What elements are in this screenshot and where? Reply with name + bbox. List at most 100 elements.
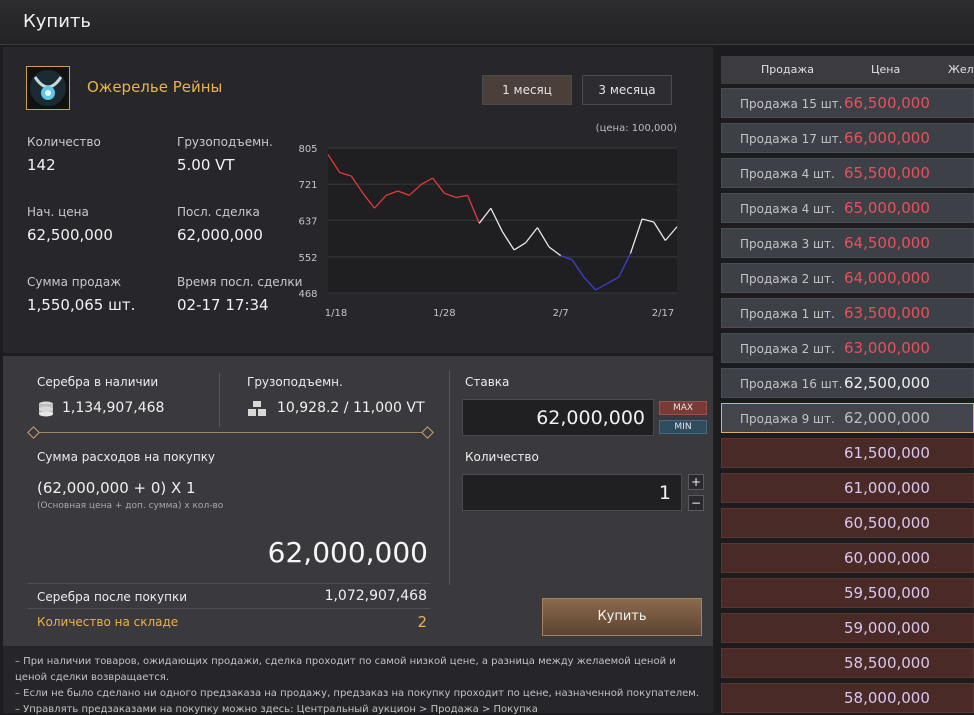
order-row[interactable]: 60,000,000 <box>721 543 974 573</box>
tab-1-month[interactable]: 1 месяц <box>482 75 572 105</box>
price-line-segment <box>397 190 410 196</box>
price-line-segment <box>362 192 376 209</box>
price-line-segment <box>455 194 468 199</box>
cost-formula: (62,000,000 + 0) X 1 <box>37 479 196 497</box>
order-price: 63,500,000 <box>844 304 930 322</box>
order-row[interactable]: 58,000,000 <box>721 683 974 713</box>
price-line-segment <box>629 218 643 254</box>
price-line-segment <box>478 207 492 224</box>
order-row[interactable]: 58,500,000 <box>721 648 974 678</box>
price-line-segment <box>525 227 538 244</box>
order-row[interactable]: Продажа 4 шт. 65,500,000 <box>721 158 974 188</box>
column-wish-header: Жела <box>948 63 974 76</box>
cost-total: 62,000,000 <box>267 536 428 569</box>
order-row[interactable]: 59,500,000 <box>721 578 974 608</box>
order-row[interactable]: Продажа 3 шт. 64,500,000 <box>721 228 974 258</box>
order-quantity-label: Продажа 15 шт. <box>740 97 843 111</box>
last-deal-value: 62,000,000 <box>177 226 263 244</box>
price-line-segment <box>444 192 457 199</box>
price-line-segment <box>420 177 434 186</box>
order-price: 63,000,000 <box>844 339 930 357</box>
title-bar <box>0 0 974 45</box>
item-name: Ожерелье Рейны <box>87 78 223 96</box>
notes-area <box>3 646 713 713</box>
price-chart: 805 721 637 552 468 1/18 1/28 2/7 2/17 <box>298 144 678 319</box>
order-row[interactable]: Продажа 15 шт. 66,500,000 <box>721 88 974 118</box>
note-line: – Управлять предзаказами на покупку можн… <box>15 704 538 715</box>
last-deal-time-value: 02-17 17:34 <box>177 296 269 314</box>
weight-label: Грузоподъемн. <box>177 135 273 149</box>
tab-3-months[interactable]: 3 месяца <box>582 75 672 105</box>
order-row[interactable]: Продажа 2 шт. 64,000,000 <box>721 263 974 293</box>
column-price-header: Цена <box>871 63 901 76</box>
order-row[interactable]: Продажа 4 шт. 65,000,000 <box>721 193 974 223</box>
min-button[interactable]: MIN <box>659 420 707 434</box>
order-row[interactable]: 59,000,000 <box>721 613 974 643</box>
warehouse-label: Количество на складе <box>37 615 179 629</box>
buy-button[interactable]: Купить <box>542 598 702 636</box>
order-row[interactable]: Продажа 1 шт. 63,500,000 <box>721 298 974 328</box>
silver-after-label: Серебра после покупки <box>37 590 188 604</box>
order-row[interactable]: 61,000,000 <box>721 473 974 503</box>
order-quantity-label: Продажа 3 шт. <box>740 237 835 251</box>
cost-formula-hint: (Основная цена + доп. сумма) x кол-во <box>37 501 224 511</box>
order-quantity-label: Продажа 1 шт. <box>740 307 835 321</box>
order-price: 65,500,000 <box>844 164 930 182</box>
price-line-segment <box>385 190 399 196</box>
order-row[interactable]: 61,500,000 <box>721 438 974 468</box>
order-quantity-label: Продажа 4 шт. <box>740 167 835 181</box>
start-price-value: 62,500,000 <box>27 226 113 244</box>
order-quantity-label: Продажа 2 шт. <box>740 342 835 356</box>
price-line-segment <box>595 282 608 291</box>
price-line-segment <box>583 276 597 291</box>
quantity-value: 142 <box>27 156 56 174</box>
bid-label: Ставка <box>465 375 510 389</box>
order-price: 58,000,000 <box>844 689 930 707</box>
order-price: 64,000,000 <box>844 269 930 287</box>
order-row[interactable]: Продажа 9 шт. 62,000,000 <box>721 403 974 433</box>
quantity-input[interactable]: 1 <box>462 474 682 511</box>
order-quantity-label: Продажа 9 шт. <box>740 412 835 426</box>
order-price: 59,000,000 <box>844 619 930 637</box>
price-line-segment <box>327 154 341 173</box>
weight-crates-icon <box>247 400 267 422</box>
price-line-segment <box>641 218 654 223</box>
price-line-segment <box>432 177 445 194</box>
max-button[interactable]: MAX <box>659 401 707 415</box>
necklace-icon[interactable] <box>26 66 70 110</box>
order-quantity-label: Продажа 16 шт. <box>740 377 843 391</box>
silver-value: 1,134,907,468 <box>62 400 165 416</box>
order-row[interactable]: Продажа 17 шт. 66,000,000 <box>721 123 974 153</box>
y-tick-label: 805 <box>298 144 317 155</box>
price-line-segment <box>350 175 364 194</box>
note-line: ценой сделки возвращается. <box>15 672 169 683</box>
order-row[interactable]: 60,500,000 <box>721 508 974 538</box>
order-row[interactable]: Продажа 2 шт. 63,000,000 <box>721 333 974 363</box>
carry-weight-value: 10,928.2 / 11,000 VT <box>277 400 425 416</box>
warehouse-value: 2 <box>417 613 427 631</box>
price-line-segment <box>374 194 387 209</box>
quantity-label: Количество <box>27 135 101 149</box>
price-line-segment <box>490 207 504 233</box>
order-price: 58,500,000 <box>844 654 930 672</box>
price-line-segment <box>653 221 666 241</box>
price-line-segment <box>339 171 352 177</box>
silver-coins-icon <box>37 400 55 422</box>
column-sell-header: Продажа <box>761 63 814 76</box>
order-quantity-label: Продажа 2 шт. <box>740 272 835 286</box>
divider <box>219 373 220 427</box>
cost-label: Сумма расходов на покупку <box>37 450 216 464</box>
silver-after-value: 1,072,907,468 <box>324 588 427 604</box>
total-sales-label: Сумма продаж <box>27 275 122 289</box>
order-quantity-label: Продажа 17 шт. <box>740 132 843 146</box>
price-line-segment <box>513 242 527 251</box>
bid-price-input[interactable]: 62,000,000 <box>462 399 654 436</box>
increase-quantity-button[interactable]: + <box>688 474 704 490</box>
y-tick-label: 552 <box>298 253 317 264</box>
price-line-segment <box>664 226 678 241</box>
decrease-quantity-button[interactable]: − <box>688 495 704 511</box>
order-price: 61,000,000 <box>844 479 930 497</box>
order-row[interactable]: Продажа 16 шт. 62,500,000 <box>721 368 974 398</box>
x-tick-label: 2/7 <box>553 308 569 319</box>
separator-line <box>33 432 427 433</box>
